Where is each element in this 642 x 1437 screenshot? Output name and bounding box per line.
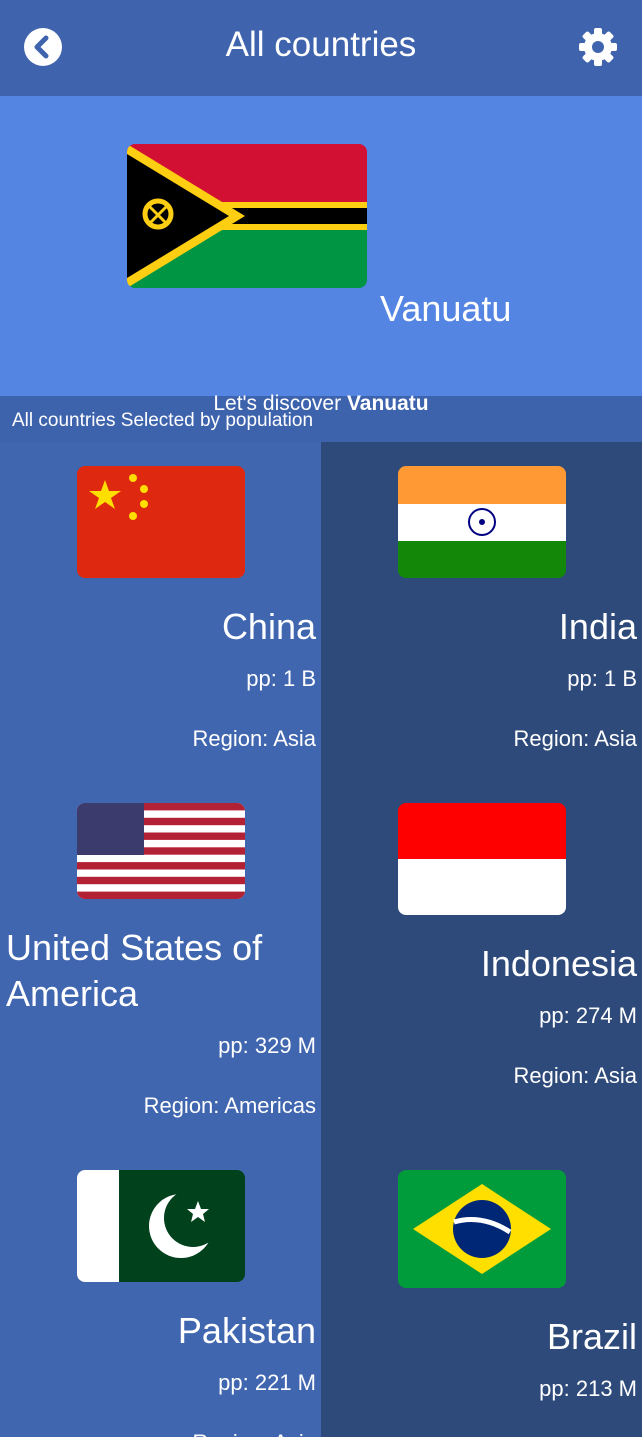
- country-card[interactable]: United States of America pp: 329 M Regio…: [0, 779, 321, 1146]
- country-card[interactable]: India pp: 1 B Region: Asia: [321, 442, 642, 779]
- country-card[interactable]: China pp: 1 B Region: Asia: [0, 442, 321, 779]
- country-name: Pakistan: [0, 1308, 316, 1354]
- country-name-text: China: [221, 606, 316, 647]
- page-title: All countries: [225, 25, 417, 64]
- discover-text: Let's discover Vanuatu: [0, 388, 642, 420]
- country-name-text: Pakistan: [177, 1310, 316, 1351]
- country-name-text: India: [558, 606, 637, 647]
- population: pp: 1 B: [246, 666, 316, 691]
- featured-name: Vanuatu: [380, 288, 512, 329]
- flag: [398, 466, 566, 578]
- country-card[interactable]: Pakistan pp: 221 M Region: Asia: [0, 1146, 321, 1437]
- country-card[interactable]: Brazil pp: 213 M: [321, 1146, 642, 1429]
- country-name: Indonesia: [321, 941, 637, 987]
- region: Region: Asia: [513, 1063, 637, 1088]
- section-label: All countries Selected by population: [0, 396, 642, 442]
- country-name: United States of America: [0, 925, 316, 1017]
- region: Region: Americas: [143, 1093, 316, 1118]
- region: Region: Asia: [192, 726, 316, 751]
- discover-name: Vanuatu: [346, 392, 429, 415]
- population: pp: 213 M: [539, 1376, 637, 1401]
- country-card[interactable]: Indonesia pp: 274 M Region: Asia: [321, 779, 642, 1116]
- country-grid: China pp: 1 B Region: Asia India pp: 1 B…: [0, 442, 642, 1437]
- back-button[interactable]: [24, 28, 62, 66]
- country-name-text: United States of America: [6, 927, 263, 1014]
- flag: [398, 1170, 566, 1288]
- flag: [77, 1170, 245, 1282]
- country-name-text: Brazil: [546, 1316, 637, 1357]
- country-name: Brazil: [321, 1314, 637, 1360]
- population: pp: 274 M: [539, 1003, 637, 1028]
- country-name: India: [321, 604, 637, 650]
- discover-prefix: Let's discover: [213, 392, 342, 415]
- population: pp: 1 B: [567, 666, 637, 691]
- vanuatu-flag: [127, 144, 367, 288]
- flag: [398, 803, 566, 915]
- flag: [77, 466, 245, 578]
- settings-button[interactable]: [579, 28, 617, 66]
- country-name-text: Indonesia: [480, 943, 637, 984]
- flag: [77, 803, 245, 899]
- country-name: China: [0, 604, 316, 650]
- population: pp: 221 M: [218, 1370, 316, 1395]
- region: Region: Asia: [513, 726, 637, 751]
- region: Region: Asia: [0, 1427, 316, 1437]
- population: pp: 329 M: [218, 1033, 316, 1058]
- featured-country[interactable]: Vanuatu Let's discover Vanuatu: [0, 96, 642, 415]
- app-header: All countries: [0, 0, 642, 96]
